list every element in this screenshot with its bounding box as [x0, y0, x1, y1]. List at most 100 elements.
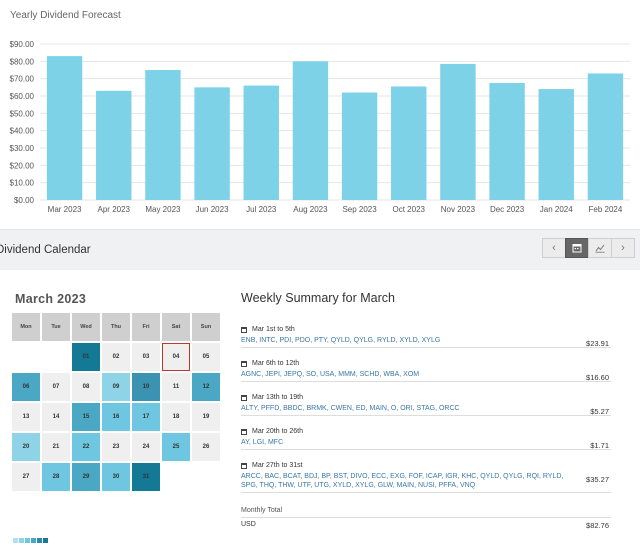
bar[interactable]: [194, 87, 230, 200]
calendar-day[interactable]: 03: [132, 343, 160, 371]
x-tick-label: Nov 2023: [441, 205, 476, 214]
bar[interactable]: [538, 89, 574, 200]
week-row: ENB, INTC, PDI, PDO, PTY, QYLD, QYLG, RY…: [241, 336, 611, 348]
next-button[interactable]: ›: [611, 238, 635, 258]
bar[interactable]: [489, 83, 525, 200]
legend-swatch: [31, 538, 36, 543]
week-amount: $1.71: [590, 441, 609, 450]
calendar-empty-cell: [192, 463, 220, 491]
calendar-day[interactable]: 04: [162, 343, 190, 371]
y-tick-label: $70.00: [10, 75, 35, 84]
x-tick-label: Apr 2023: [98, 205, 131, 214]
y-tick-label: $30.00: [10, 144, 35, 153]
currency-label: USD: [241, 521, 256, 528]
calendar-day[interactable]: 27: [12, 463, 40, 491]
x-tick-label: Feb 2024: [589, 205, 623, 214]
calendar-day[interactable]: 24: [132, 433, 160, 461]
weekday-header: Sun: [192, 313, 220, 341]
calendar-day[interactable]: 29: [72, 463, 100, 491]
section-heading: Dividend Calendar: [0, 244, 91, 256]
calendar-day[interactable]: 02: [102, 343, 130, 371]
calendar-day[interactable]: 20: [12, 433, 40, 461]
ticker-list[interactable]: AY, LGI, MFC: [241, 439, 284, 446]
week-block: Mar 27th to 31st ARCC, BAC, BCAT, BDJ, B…: [241, 462, 611, 493]
ticker-list[interactable]: ARCC, BAC, BCAT, BDJ, BP, BST, DIVO, ECC…: [241, 473, 564, 489]
line-chart-icon: [595, 244, 605, 253]
x-tick-label: Aug 2023: [293, 205, 328, 214]
week-row: ALTY, PFFD, BBDC, BRMK, CWEN, ED, MAIN, …: [241, 404, 611, 416]
chart-view-button[interactable]: [588, 238, 612, 258]
x-tick-label: Jul 2023: [246, 205, 277, 214]
x-tick-label: Sep 2023: [342, 205, 377, 214]
week-range: Mar 27th to 31st: [252, 462, 303, 469]
week-block: Mar 6th to 12th AGNC, JEPI, JEPQ, SO, US…: [241, 360, 611, 382]
week-block: Mar 13th to 19th ALTY, PFFD, BBDC, BRMK,…: [241, 394, 611, 416]
weekday-header: Fri: [132, 313, 160, 341]
y-tick-label: $10.00: [10, 179, 35, 188]
bar[interactable]: [391, 86, 427, 200]
calendar-day[interactable]: 16: [102, 403, 130, 431]
calendar-day[interactable]: 17: [132, 403, 160, 431]
week-block: Mar 1st to 5th ENB, INTC, PDI, PDO, PTY,…: [241, 326, 611, 348]
calendar-day[interactable]: 01: [72, 343, 100, 371]
monthly-total-amount: $82.76: [586, 521, 609, 530]
calendar-day[interactable]: 14: [42, 403, 70, 431]
calendar-day[interactable]: 15: [72, 403, 100, 431]
calendar-day[interactable]: 06: [12, 373, 40, 401]
week-range: Mar 6th to 12th: [252, 360, 300, 367]
bar[interactable]: [587, 73, 624, 200]
x-tick-label: Jun 2023: [196, 205, 229, 214]
x-tick-label: Oct 2023: [393, 205, 426, 214]
calendar-day[interactable]: 30: [102, 463, 130, 491]
calendar-day[interactable]: 19: [192, 403, 220, 431]
calendar-day[interactable]: 28: [42, 463, 70, 491]
calendar-icon: [241, 428, 247, 435]
weekday-header: Mon: [12, 313, 40, 341]
y-tick-label: $0.00: [14, 196, 35, 205]
calendar-day[interactable]: 21: [42, 433, 70, 461]
calendar-day[interactable]: 07: [42, 373, 70, 401]
calendar-day[interactable]: 25: [162, 433, 190, 461]
calendar-day[interactable]: 05: [192, 343, 220, 371]
bar[interactable]: [46, 56, 83, 201]
ticker-list[interactable]: ENB, INTC, PDI, PDO, PTY, QYLD, QYLG, RY…: [241, 337, 441, 344]
bar[interactable]: [96, 90, 132, 200]
calendar-day[interactable]: 10: [132, 373, 160, 401]
bar[interactable]: [341, 92, 378, 200]
monthly-total-row: USD $82.76: [241, 517, 611, 530]
ticker-list[interactable]: AGNC, JEPI, JEPQ, SO, USA, MMM, SCHD, WB…: [241, 371, 420, 378]
calendar-month-title: March 2023: [15, 292, 87, 306]
prev-button[interactable]: ‹: [542, 238, 566, 258]
calendar-day[interactable]: 11: [162, 373, 190, 401]
calendar-day[interactable]: 23: [102, 433, 130, 461]
ticker-list[interactable]: ALTY, PFFD, BBDC, BRMK, CWEN, ED, MAIN, …: [241, 405, 460, 412]
calendar-day[interactable]: 22: [72, 433, 100, 461]
legend-swatch: [13, 538, 18, 543]
bar[interactable]: [243, 85, 279, 200]
bar[interactable]: [145, 70, 181, 200]
calendar-icon: [572, 244, 582, 253]
legend-swatch: [43, 538, 48, 543]
weekday-header: Wed: [72, 313, 100, 341]
x-tick-label: Jan 2024: [540, 205, 573, 214]
calendar-view-button[interactable]: [565, 238, 589, 258]
calendar-day[interactable]: 09: [102, 373, 130, 401]
calendar-day[interactable]: 18: [162, 403, 190, 431]
calendar-day[interactable]: 26: [192, 433, 220, 461]
calendar-day[interactable]: 13: [12, 403, 40, 431]
y-tick-label: $40.00: [10, 127, 35, 136]
y-tick-label: $20.00: [10, 161, 35, 170]
week-amount: $23.91: [586, 339, 609, 348]
y-tick-label: $90.00: [10, 40, 35, 49]
bar[interactable]: [440, 63, 476, 200]
week-row: AGNC, JEPI, JEPQ, SO, USA, MMM, SCHD, WB…: [241, 370, 611, 382]
calendar-icon: [241, 326, 247, 333]
week-range: Mar 1st to 5th: [252, 326, 295, 333]
calendar-day[interactable]: 12: [192, 373, 220, 401]
monthly-total-label: Monthly Total: [241, 507, 283, 514]
bar[interactable]: [292, 61, 329, 201]
x-tick-label: May 2023: [145, 205, 181, 214]
calendar-day[interactable]: 31: [132, 463, 160, 491]
calendar-day[interactable]: 08: [72, 373, 100, 401]
summary-title: Weekly Summary for March: [241, 291, 395, 305]
